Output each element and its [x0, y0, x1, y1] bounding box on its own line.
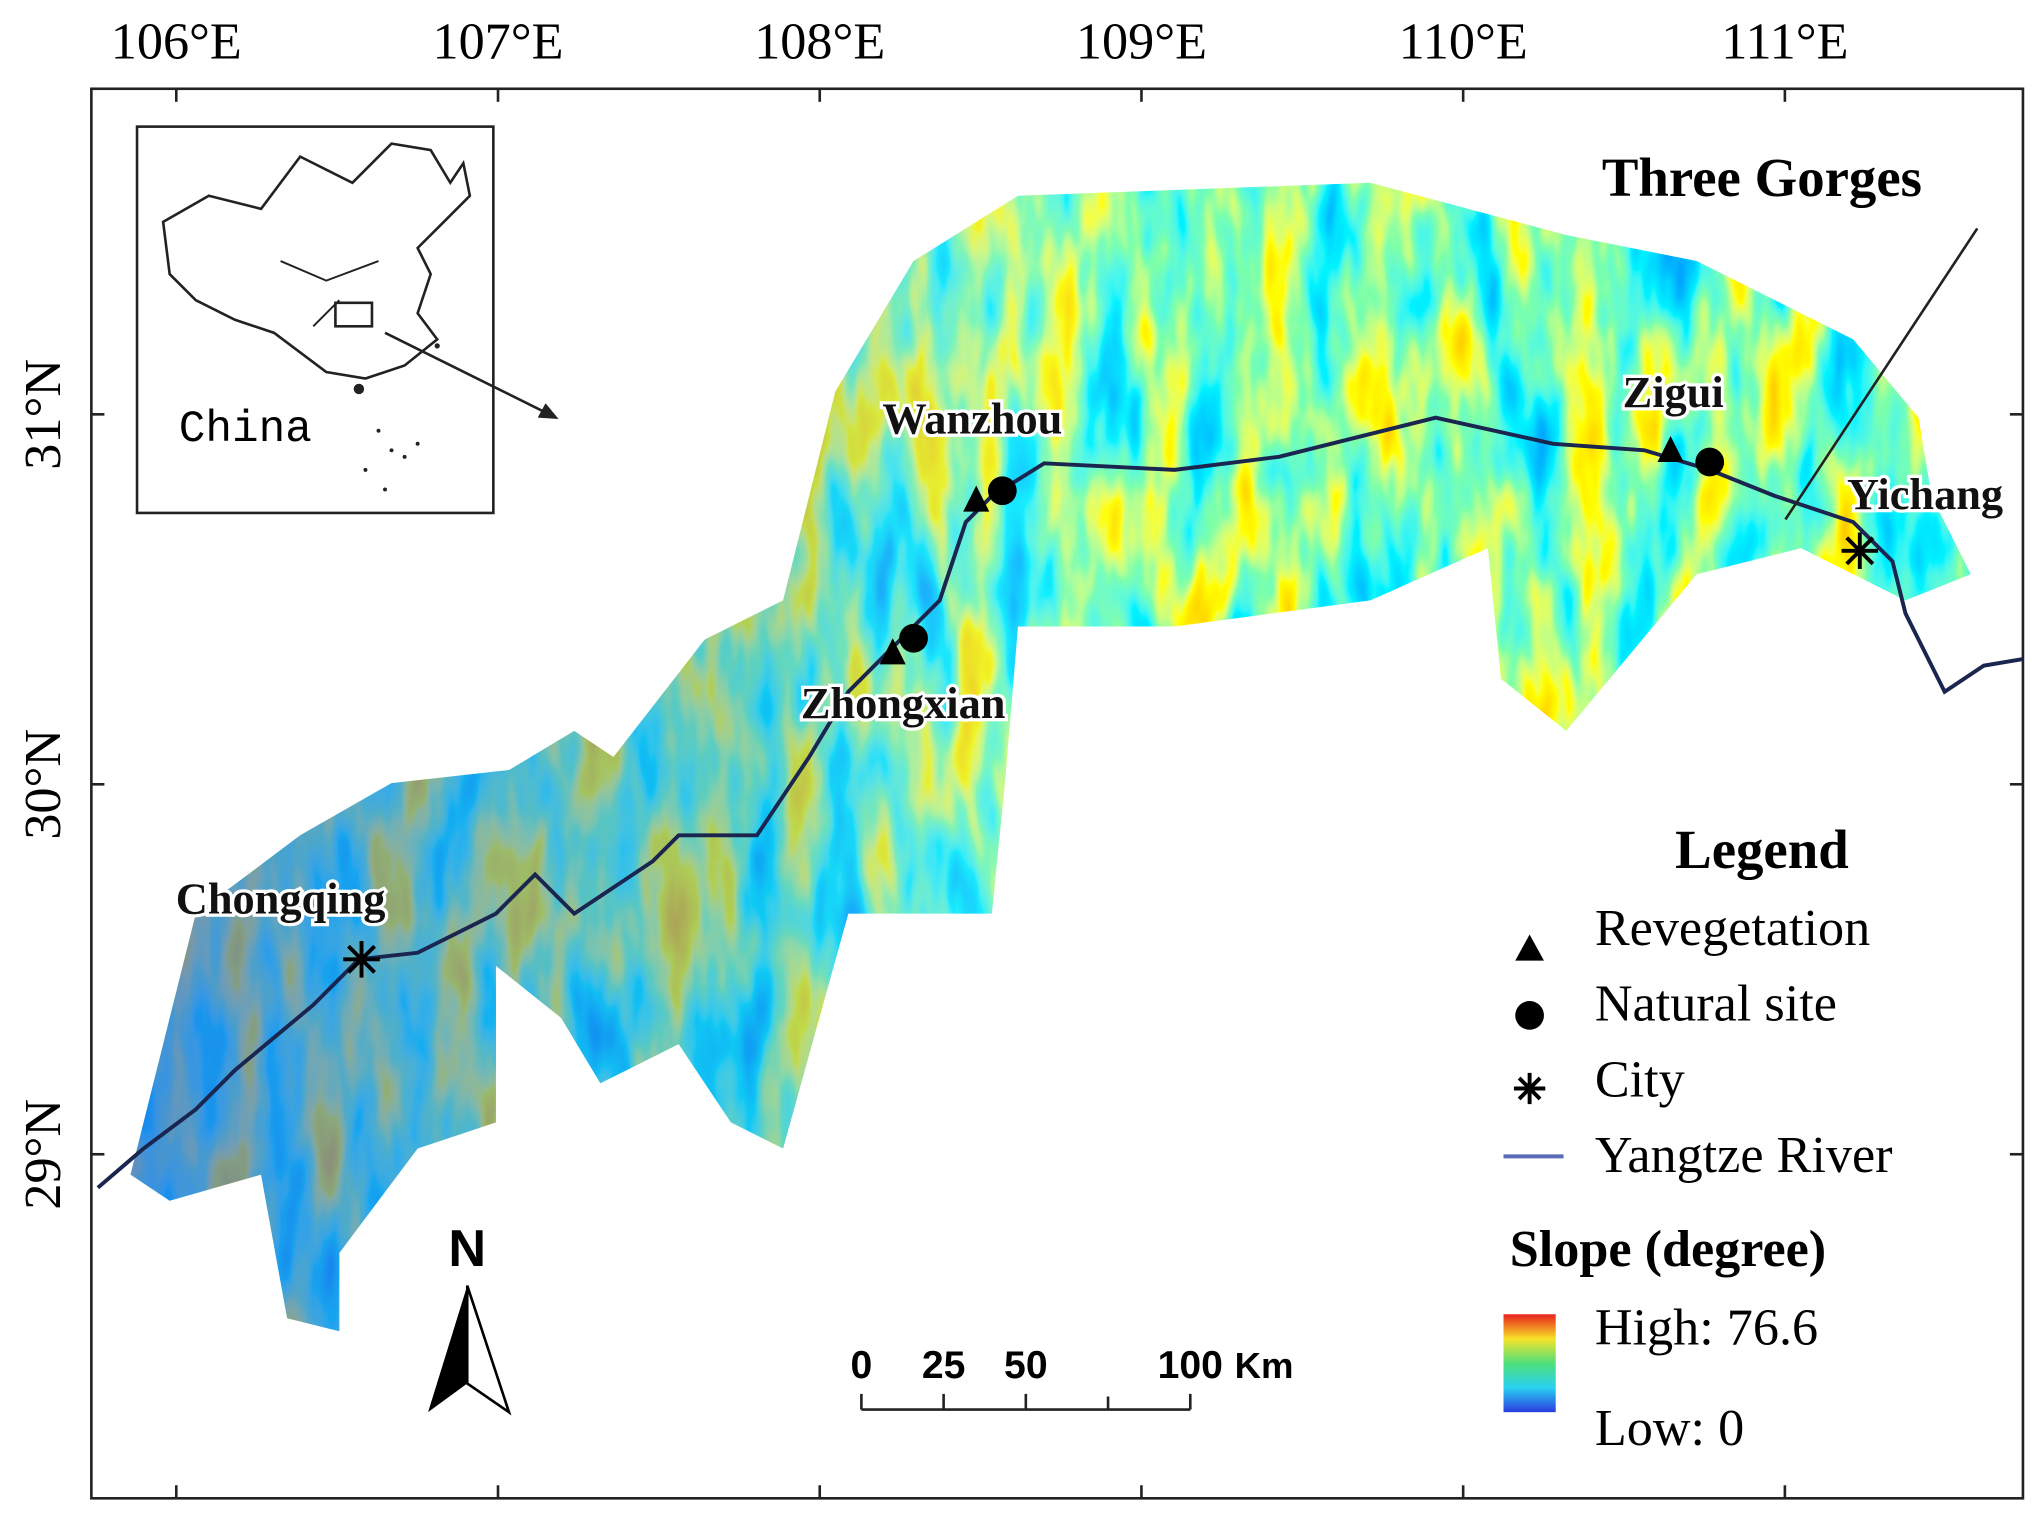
legend-item: City — [1595, 1050, 1685, 1108]
legend-item: Revegetation — [1595, 899, 1870, 957]
inset-label: China — [179, 405, 312, 455]
yangtze-river — [96, 415, 2024, 1190]
scale-bar: 0 25 50 100 Km — [850, 1344, 1294, 1411]
x-tick-label: 110°E — [1399, 13, 1528, 71]
x-tick-label: 108°E — [754, 13, 885, 71]
place-label: Zhongxian — [801, 678, 1006, 728]
scale-unit: Km — [1235, 1345, 1294, 1386]
slope-colorbar — [1503, 1314, 1556, 1413]
place-label: Wanzhou — [882, 393, 1062, 443]
y-tick-label: 29°N — [14, 1099, 72, 1210]
site-markers — [879, 435, 1725, 665]
annotation: Three Gorges — [1602, 147, 1922, 208]
pointer-line — [1784, 227, 1979, 521]
place-label: Yichang — [1847, 469, 2003, 519]
x-tick-label: 111°E — [1721, 13, 1848, 71]
scale-label: 100 — [1158, 1344, 1223, 1387]
place-label: Chongqing — [176, 874, 386, 924]
x-tick-label: 109°E — [1076, 13, 1207, 71]
y-tick-label: 31°N — [14, 359, 72, 470]
axis-ticks: 106°E 107°E 108°E 109°E 110°E 111°E 29°N 30°N 31… — [14, 13, 2023, 1499]
legend-title: Legend — [1675, 819, 1849, 880]
slope-low: Low: 0 — [1595, 1399, 1744, 1457]
scale-label: 50 — [1004, 1344, 1048, 1387]
legend: Legend Revegetation Natural site City Ya… — [1503, 819, 1893, 1457]
city-markers — [343, 532, 1879, 978]
scale-label: 25 — [922, 1344, 966, 1387]
scale-label: 0 — [850, 1344, 872, 1387]
x-tick-label: 106°E — [111, 13, 242, 71]
slope-high: High: 76.6 — [1595, 1298, 1818, 1356]
north-label: N — [448, 1220, 486, 1278]
place-label: Zigui — [1623, 367, 1724, 417]
slope-title: Slope (degree) — [1510, 1220, 1826, 1278]
legend-item: Yangtze River — [1595, 1126, 1893, 1184]
inset: China — [135, 125, 559, 515]
x-tick-label: 107°E — [432, 13, 563, 71]
legend-item: Natural site — [1595, 975, 1837, 1033]
y-tick-label: 30°N — [14, 729, 72, 840]
